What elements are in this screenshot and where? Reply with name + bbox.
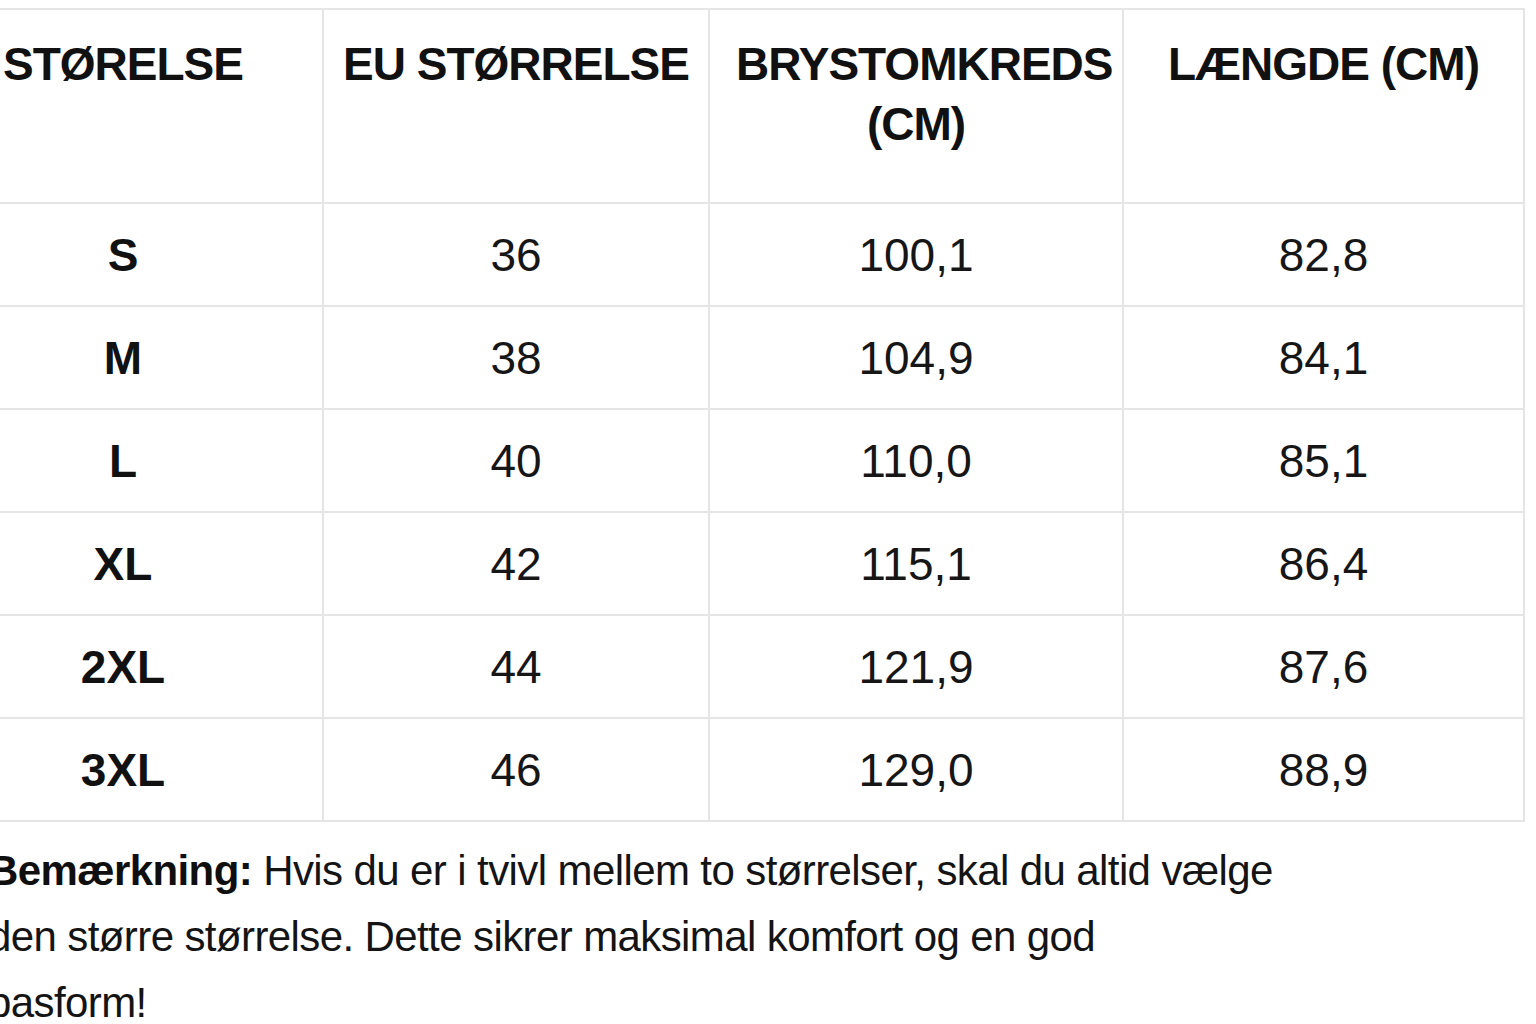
cell-length: 84,1 — [1123, 306, 1524, 409]
table-row: XL 42 115,1 86,4 — [0, 512, 1524, 615]
cell-length: 82,8 — [1123, 203, 1524, 306]
header-cell-chest: BRYSTOMKREDS (CM) — [709, 9, 1123, 203]
header-label-chest: BRYSTOMKREDS (CM) — [736, 34, 1096, 154]
table-row: M 38 104,9 84,1 — [0, 306, 1524, 409]
sizing-note-text-1: Hvis du er i tvivl mellem to størrelser,… — [263, 847, 1273, 894]
table-row: L 40 110,0 85,1 — [0, 409, 1524, 512]
cell-eu-size: 40 — [323, 409, 709, 512]
header-cell-length: LÆNGDE (CM) — [1123, 9, 1524, 203]
cell-chest: 115,1 — [709, 512, 1123, 615]
header-label-length: LÆNGDE (CM) — [1168, 34, 1479, 94]
cell-size: 2XL — [0, 615, 323, 718]
cell-length: 87,6 — [1123, 615, 1524, 718]
sizing-note-text-2: den større størrelse. Dette sikrer maksi… — [0, 913, 1095, 960]
cell-chest: 121,9 — [709, 615, 1123, 718]
cell-chest: 129,0 — [709, 718, 1123, 821]
table-row: S 36 100,1 82,8 — [0, 203, 1524, 306]
sizing-note-label: Bemærkning: — [0, 847, 252, 894]
cell-size: 3XL — [0, 718, 323, 821]
sizing-note-line-1: Bemærkning: Hvis du er i tvivl mellem to… — [0, 838, 1536, 904]
header-row: STØRELSE EU STØRRELSE BRYSTOMKREDS (CM) … — [0, 9, 1524, 203]
cell-size: XL — [0, 512, 323, 615]
cell-size: M — [0, 306, 323, 409]
table-row: 2XL 44 121,9 87,6 — [0, 615, 1524, 718]
cell-eu-size: 38 — [323, 306, 709, 409]
cell-size: S — [0, 203, 323, 306]
cell-chest: 110,0 — [709, 409, 1123, 512]
cell-eu-size: 46 — [323, 718, 709, 821]
cell-length: 85,1 — [1123, 409, 1524, 512]
sizing-note: Bemærkning: Hvis du er i tvivl mellem to… — [0, 838, 1536, 1024]
header-cell-eu-size: EU STØRRELSE — [323, 9, 709, 203]
sizing-note-line-2: den større størrelse. Dette sikrer maksi… — [0, 904, 1536, 970]
size-chart: STØRELSE EU STØRRELSE BRYSTOMKREDS (CM) … — [0, 8, 1523, 822]
sizing-note-line-3: pasform! — [0, 970, 1536, 1024]
cell-length: 86,4 — [1123, 512, 1524, 615]
cell-size: L — [0, 409, 323, 512]
header-label-eu-size: EU STØRRELSE — [343, 34, 689, 94]
table-row: 3XL 46 129,0 88,9 — [0, 718, 1524, 821]
cell-chest: 104,9 — [709, 306, 1123, 409]
sizing-note-text-3: pasform! — [0, 979, 147, 1024]
cell-length: 88,9 — [1123, 718, 1524, 821]
size-chart-table: STØRELSE EU STØRRELSE BRYSTOMKREDS (CM) … — [0, 8, 1525, 822]
cell-eu-size: 42 — [323, 512, 709, 615]
cell-eu-size: 36 — [323, 203, 709, 306]
header-label-size: STØRELSE — [3, 34, 243, 94]
header-cell-size: STØRELSE — [0, 9, 323, 203]
cell-chest: 100,1 — [709, 203, 1123, 306]
cell-eu-size: 44 — [323, 615, 709, 718]
